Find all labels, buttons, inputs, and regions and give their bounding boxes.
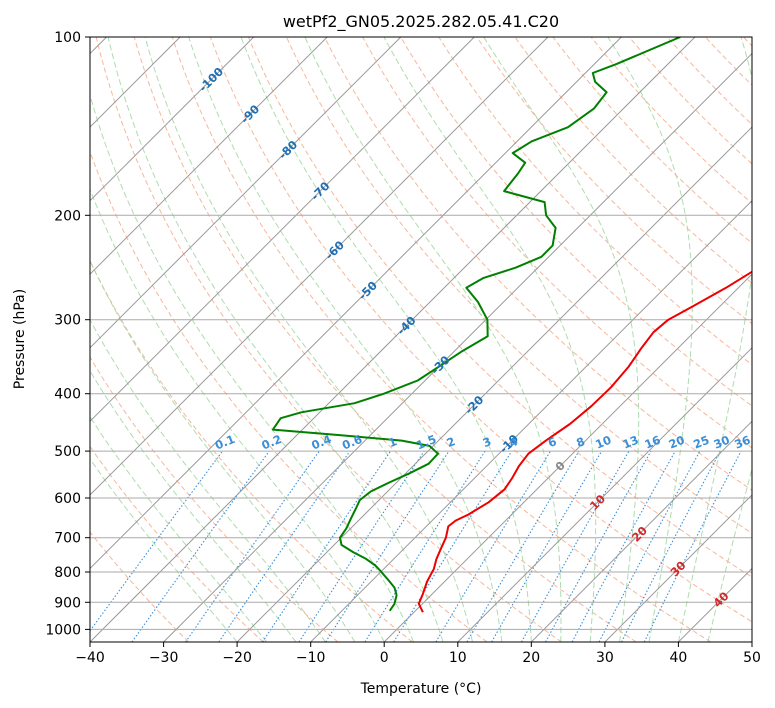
x-tick-label: −20	[222, 650, 252, 666]
y-tick-label: 200	[54, 208, 81, 224]
x-tick-label: −30	[149, 650, 179, 666]
y-tick-label: 900	[54, 595, 81, 611]
dry-adiabat	[438, 37, 752, 366]
grid-lines	[90, 37, 752, 642]
moist-adiabat	[483, 37, 640, 642]
skewed-isotherm	[604, 494, 752, 642]
mixing-ratio-line	[218, 450, 351, 642]
moist-adiabat	[107, 37, 444, 642]
skewed-isotherm	[383, 273, 752, 642]
mixing-ratio-label: 25	[691, 433, 711, 452]
plot-frame	[89, 36, 753, 643]
moist-adiabat	[90, 415, 267, 642]
dewpoint-profile	[271, 37, 681, 612]
mixing-ratio-line	[521, 450, 630, 642]
dry-adiabat	[209, 37, 752, 623]
y-axis-label: Pressure (hPa)	[12, 289, 28, 389]
mixing-ratio-label: 30	[712, 433, 732, 452]
mixing-ratio-line	[621, 450, 721, 642]
x-tick-label: −40	[75, 650, 105, 666]
skewed-isotherm	[90, 37, 255, 202]
skewed-isotherm	[457, 347, 752, 642]
skewed-isotherm	[310, 199, 752, 642]
mixing-ratio-labels: 0.1 0.2 0.4 0.6 1 1.5 2 3 4 6 8 10 13 16 20 25 30 36	[213, 432, 753, 453]
moist-adiabat	[90, 457, 238, 642]
y-tick-label: 100	[54, 30, 81, 46]
y-tick-label: 500	[54, 444, 81, 460]
x-tick-label: −10	[296, 650, 326, 666]
dry-adiabat	[95, 37, 562, 642]
mixing-ratio-line	[643, 450, 742, 642]
dry-adiabat	[171, 37, 712, 642]
skewed-isotherm	[90, 37, 402, 349]
x-tick-label: 30	[596, 650, 614, 666]
mixing-ratio-label: 13	[620, 433, 640, 452]
skewed-isotherm	[90, 37, 475, 423]
moist-adiabat	[90, 188, 385, 642]
mixing-ratio-label: 16	[642, 433, 662, 452]
skewed-isotherm	[90, 37, 622, 570]
moist-adiabat	[607, 37, 693, 642]
x-axis-label: Temperature (°C)	[360, 681, 482, 697]
mixing-ratio-line	[364, 450, 486, 642]
dry-adiabat	[90, 150, 488, 642]
mixing-ratio-label: 36	[732, 433, 752, 452]
y-tick-label: 800	[54, 565, 81, 581]
y-tick-label: 1000	[45, 622, 81, 638]
profiles	[271, 37, 752, 613]
mixing-ratio-line	[298, 450, 425, 642]
x-tick-label: 50	[743, 650, 761, 666]
dry-adiabat	[400, 37, 752, 407]
x-axis: −40 −30 −20 −10 0 10 20 30 40 50	[75, 642, 761, 666]
moist-adiabat	[90, 369, 297, 642]
x-tick-label: 10	[449, 650, 467, 666]
mixing-ratio-line	[262, 450, 391, 642]
moist-adiabat	[677, 37, 752, 642]
skewed-isotherm	[90, 37, 328, 275]
y-tick-label: 700	[54, 531, 81, 547]
mixing-ratio-line	[598, 450, 701, 642]
skewed-isotherm	[90, 37, 696, 642]
skewed-isotherm	[530, 420, 752, 642]
dry-adiabat	[133, 37, 637, 642]
skewed-isotherm	[163, 52, 752, 642]
y-axis: 100 200 300 400 500 600 700 800 900 1000	[45, 30, 90, 638]
mixing-ratio-line	[393, 450, 513, 642]
chart-title: wetPf2_GN05.2025.282.05.41.C20	[283, 12, 559, 32]
x-tick-label: 20	[522, 650, 540, 666]
mixing-ratio-line	[545, 450, 652, 642]
dry-adiabat	[247, 37, 752, 578]
moist-adiabat	[304, 37, 562, 642]
x-tick-label: 40	[669, 650, 687, 666]
temperature-profile	[417, 270, 752, 613]
mixing-ratio-line	[435, 450, 551, 642]
moist-adiabat	[90, 259, 356, 642]
mixing-ratio-line	[571, 450, 676, 642]
dry-adiabat	[90, 356, 339, 642]
skewed-isotherm	[236, 126, 752, 642]
dry-adiabat	[514, 37, 752, 284]
moist-adiabat	[383, 37, 597, 642]
mixing-ratio-label: 10	[593, 433, 613, 452]
y-tick-label: 300	[54, 313, 81, 329]
mixing-ratio-line	[185, 450, 320, 642]
mixing-ratio-line	[131, 450, 270, 642]
mixing-ratio-line	[90, 450, 223, 632]
y-tick-label: 600	[54, 491, 81, 507]
skewed-isotherm	[90, 37, 549, 496]
dry-adiabat	[324, 37, 752, 491]
x-tick-label: 0	[380, 650, 389, 666]
dry-adiabat	[90, 445, 264, 642]
y-tick-label: 400	[54, 387, 81, 403]
mixing-ratio-label: 20	[667, 433, 687, 452]
moist-adiabat	[144, 37, 473, 642]
mixing-ratio-line	[325, 450, 450, 642]
dry-adiabat	[90, 531, 190, 642]
